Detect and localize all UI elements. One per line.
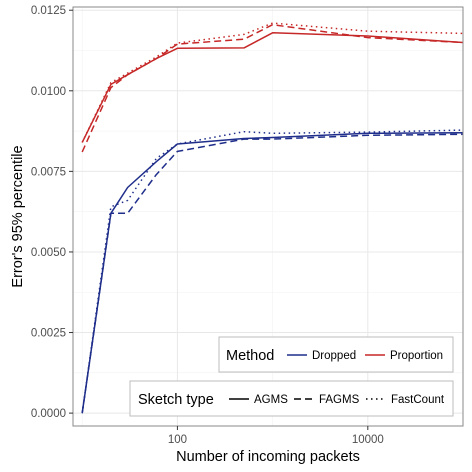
legend-label-fagms: FAGMS: [319, 394, 360, 406]
series-line-dropped-agms: [81, 131, 464, 414]
y-tick-label: 0.0000: [31, 408, 66, 420]
legend-label-agms: AGMS: [254, 394, 288, 406]
legend-sketch: Sketch type AGMS FAGMS FastCount: [129, 380, 454, 417]
series-line-dropped-fagms: [81, 133, 464, 414]
axis-ticks: 0.0000 0.0025 0.0050 0.0075 0.0100 0.0125 100 1…: [31, 5, 384, 446]
y-axis-title: Error's 95% percentile: [10, 145, 26, 287]
legend-method: Method Dropped Proportion: [218, 336, 454, 373]
panel-border: [72, 6, 464, 427]
x-tick-label: 10000: [352, 434, 384, 446]
series-line-proportion-fastcount: [81, 22, 464, 143]
series-line-proportion-agms: [81, 32, 464, 143]
x-axis-title: Number of incoming packets: [176, 449, 360, 465]
legend-method-box: [218, 336, 454, 373]
y-tick-label: 0.0100: [31, 86, 66, 98]
y-tick-label: 0.0075: [31, 166, 66, 178]
y-tick-label: 0.0050: [31, 247, 66, 259]
legend-label-fastcount: FastCount: [391, 394, 445, 406]
y-tick-label: 0.0125: [31, 5, 66, 17]
legend-label-dropped: Dropped: [312, 350, 356, 362]
legend-label-proportion: Proportion: [390, 350, 443, 362]
y-tick-label: 0.0025: [31, 328, 66, 340]
series-line-proportion-fagms: [81, 23, 464, 153]
series-lines: [81, 22, 464, 414]
legend-sketch-title: Sketch type: [138, 392, 214, 408]
legend-method-title: Method: [226, 348, 274, 364]
legend-sketch-box: [129, 380, 454, 417]
x-tick-label: 100: [168, 434, 187, 446]
